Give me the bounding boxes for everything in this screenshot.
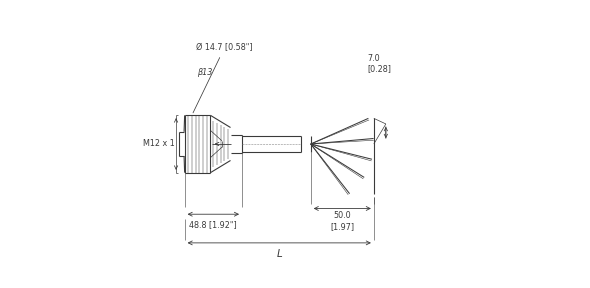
Text: 7.0
[0.28]: 7.0 [0.28] — [367, 54, 391, 73]
Text: β13: β13 — [197, 68, 212, 77]
Text: 48.8 [1.92"]: 48.8 [1.92"] — [189, 220, 237, 229]
Text: M12 x 1: M12 x 1 — [143, 139, 175, 149]
Text: Ø 14.7 [0.58"]: Ø 14.7 [0.58"] — [193, 43, 253, 113]
Text: 50.0
[1.97]: 50.0 [1.97] — [330, 211, 355, 231]
Text: L: L — [276, 249, 282, 259]
